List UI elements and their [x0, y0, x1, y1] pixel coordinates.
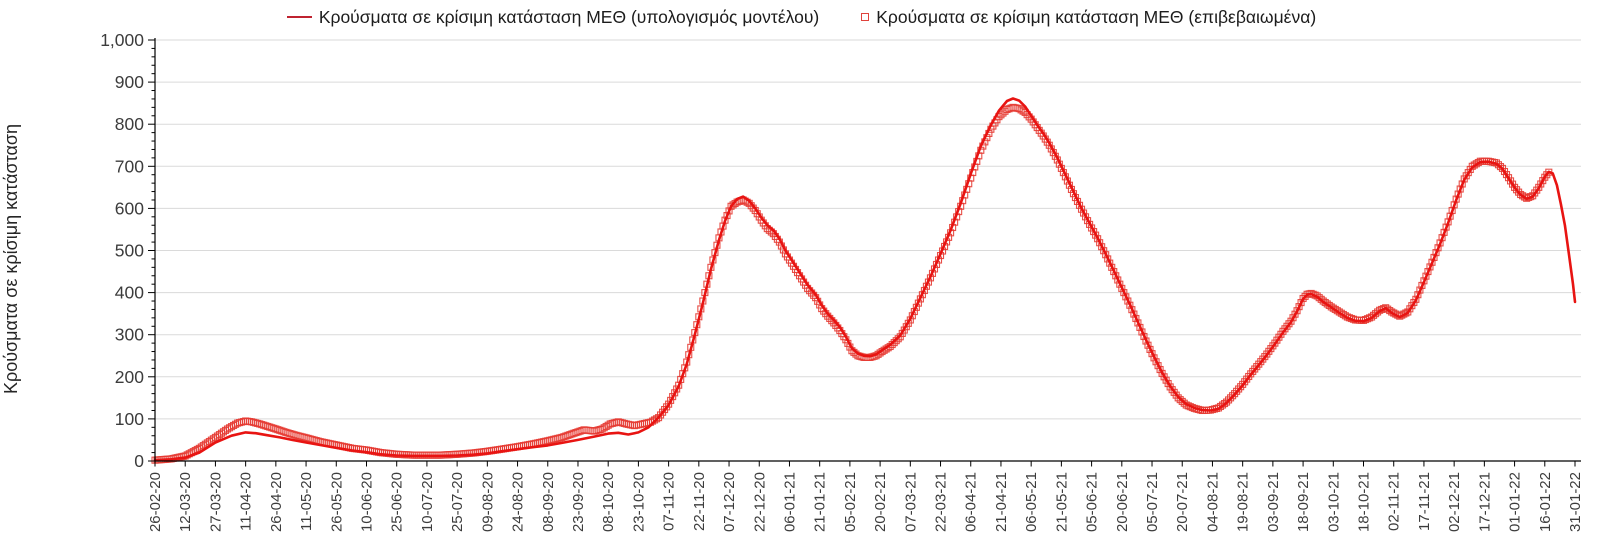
confirmed-marker [1231, 390, 1239, 398]
legend-model-label: Κρούσματα σε κρίσιμη κατάσταση ΜΕΘ (υπολ… [318, 6, 820, 27]
line-marker-icon [286, 15, 312, 19]
x-tick-label: 06-01-21 [781, 472, 798, 532]
confirmed-marker [1222, 398, 1231, 406]
y-tick-label: 0 [134, 451, 144, 471]
x-tick-label: 02-11-21 [1386, 472, 1403, 531]
x-tick-label: 27-03-20 [207, 472, 224, 532]
x-tick-label: 08-10-20 [600, 472, 617, 532]
x-tick-label: 26-02-20 [147, 472, 164, 532]
confirmed-marker [1225, 396, 1233, 404]
x-tick-label: 07-11-20 [661, 472, 678, 531]
y-tick-label: 100 [115, 409, 144, 429]
confirmed-marker [1511, 183, 1519, 191]
legend-confirmed-label: Κρούσματα σε κρίσιμη κατάσταση ΜΕΘ (επιβ… [876, 6, 1317, 27]
confirmed-marker [1233, 387, 1241, 395]
x-tick-label: 26-04-20 [268, 472, 285, 532]
x-tick-label: 03-10-21 [1325, 472, 1342, 532]
x-tick-label: 31-01-22 [1567, 472, 1584, 532]
square-marker-icon [861, 13, 870, 21]
x-tick-label: 23-10-20 [630, 472, 647, 532]
x-tick-label: 09-08-20 [479, 472, 496, 532]
x-tick-label: 20-06-21 [1114, 472, 1131, 532]
legend-item-confirmed: Κρούσματα σε κρίσιμη κατάσταση ΜΕΘ (επιβ… [861, 7, 1316, 28]
y-tick-label: 900 [115, 72, 144, 92]
y-tick-label: 800 [115, 114, 144, 134]
x-tick-label: 03-09-21 [1265, 472, 1282, 532]
x-tick-label: 21-05-21 [1053, 472, 1070, 532]
x-tick-label: 26-05-20 [328, 472, 345, 532]
confirmed-marker [1178, 397, 1186, 405]
x-tick-label: 20-02-21 [872, 472, 889, 532]
x-tick-label: 11-05-20 [298, 472, 315, 531]
y-tick-label: 300 [115, 325, 144, 345]
x-tick-label: 16-01-22 [1537, 472, 1554, 532]
confirmed-marker [1253, 363, 1261, 371]
y-tick-label: 500 [115, 241, 144, 261]
x-tick-label: 18-09-21 [1295, 472, 1312, 532]
x-tick-label: 17-12-21 [1476, 472, 1493, 532]
y-tick-label: 1,000 [100, 30, 144, 50]
x-tick-label: 21-04-21 [993, 472, 1010, 532]
confirmed-marker [665, 400, 673, 408]
x-tick-label: 05-07-21 [1144, 472, 1161, 532]
x-tick-label: 21-01-21 [812, 472, 829, 532]
x-tick-label: 17-11-21 [1416, 472, 1433, 531]
x-tick-label: 18-10-21 [1356, 472, 1373, 532]
confirmed-marker [999, 109, 1007, 117]
confirmed-marker [1513, 186, 1521, 194]
confirmed-marker [1229, 392, 1237, 400]
x-tick-label: 07-03-21 [902, 472, 919, 532]
x-tick-label: 06-04-21 [963, 472, 980, 532]
x-tick-label: 19-08-21 [1235, 472, 1252, 532]
x-tick-label: 25-06-20 [389, 472, 406, 532]
chart-legend: Κρούσματα σε κρίσιμη κατάσταση ΜΕΘ (υπολ… [0, 3, 1603, 31]
x-tick-label: 20-07-21 [1174, 472, 1191, 532]
x-tick-label: 08-09-20 [540, 472, 557, 532]
confirmed-marker [652, 415, 661, 423]
y-tick-label: 700 [115, 156, 144, 176]
x-tick-label: 10-07-20 [419, 472, 436, 532]
x-tick-label: 25-07-20 [449, 472, 466, 532]
x-tick-label: 05-02-21 [842, 472, 859, 532]
x-tick-label: 12-03-20 [177, 472, 194, 532]
confirmed-marker [1237, 383, 1245, 391]
x-tick-label: 06-05-21 [1023, 472, 1040, 532]
x-tick-label: 22-03-21 [933, 472, 950, 532]
x-tick-label: 22-11-20 [691, 472, 708, 531]
x-tick-label: 04-08-21 [1204, 472, 1221, 532]
x-tick-label: 24-08-20 [510, 472, 527, 532]
confirmed-marker [1496, 163, 1505, 171]
x-tick-label: 23-09-20 [570, 472, 587, 532]
x-tick-label: 02-12-21 [1446, 472, 1463, 532]
x-tick-label: 05-06-21 [1084, 472, 1101, 532]
x-tick-label: 01-01-22 [1507, 472, 1524, 532]
confirmed-marker [1515, 188, 1523, 196]
x-tick-label: 22-12-20 [751, 472, 768, 532]
confirmed-marker [1247, 370, 1255, 378]
x-tick-label: 07-12-20 [721, 472, 738, 532]
y-tick-label: 400 [115, 283, 144, 303]
model-line-path [153, 97, 1577, 462]
confirmed-marker [1249, 367, 1257, 375]
x-tick-label: 11-04-20 [238, 472, 255, 531]
y-tick-label: 200 [115, 367, 144, 387]
x-tick-label: 10-06-20 [358, 472, 375, 532]
legend-item-model: Κρούσματα σε κρίσιμη κατάσταση ΜΕΘ (υπολ… [286, 6, 820, 28]
confirmed-marker [1176, 396, 1184, 404]
confirmed-series-markers [151, 103, 1553, 464]
confirmed-marker [1227, 394, 1235, 402]
y-tick-label: 600 [115, 198, 144, 218]
confirmed-marker [1235, 385, 1243, 393]
confirmed-marker [1251, 365, 1259, 373]
